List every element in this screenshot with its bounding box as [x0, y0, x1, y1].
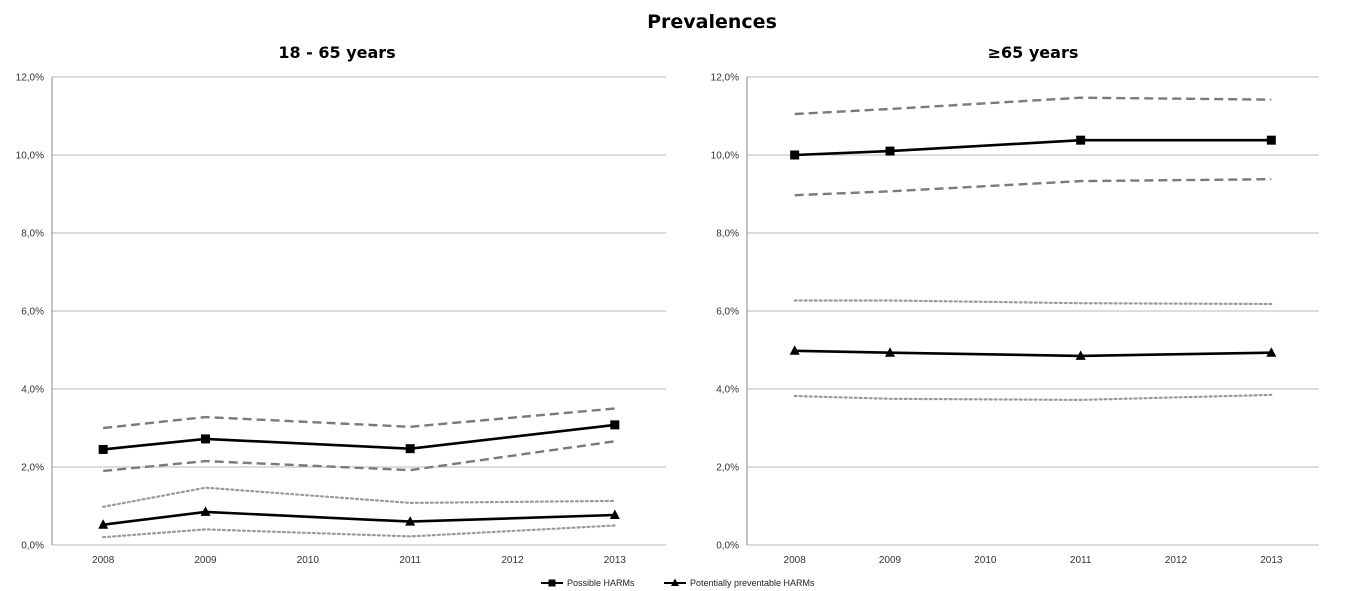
- x-tick-label: 2013: [1260, 555, 1283, 566]
- ci-line-ci-lower-possible: [103, 440, 615, 473]
- x-tick-label: 2010: [974, 555, 997, 566]
- legend-marker-triangle: [671, 578, 679, 586]
- data-point-preventable-harms: [609, 509, 620, 519]
- y-tick-label: 2,0%: [21, 463, 44, 474]
- x-tick-label: 2008: [784, 555, 807, 566]
- ci-line-ci-lower-preventable: [793, 393, 1273, 402]
- y-tick-label: 4,0%: [21, 385, 44, 396]
- y-tick-label: 10,0%: [16, 151, 44, 162]
- series-line-possible-harms: [794, 138, 1272, 157]
- x-tick-label: 2013: [604, 555, 627, 566]
- ci-line-ci-upper-possible: [103, 407, 615, 430]
- panel-2: ≥65 years 0,0% 2,0% 4,0% 6,0% 8,0% 10,0% 12,0% 2…: [711, 43, 1319, 566]
- data-point-preventable-harms: [885, 347, 895, 357]
- data-point-preventable-harms: [789, 345, 800, 355]
- y-tick-label: 0,0%: [716, 541, 739, 552]
- ci-line-ci-lower-preventable: [102, 524, 616, 539]
- data-point-preventable-harms: [405, 516, 416, 526]
- chart-title: Prevalences: [647, 11, 777, 33]
- ci-line-ci-upper-preventable: [793, 299, 1273, 306]
- y-tick-label: 0,0%: [21, 541, 44, 552]
- x-tick-label: 2011: [399, 555, 421, 566]
- x-tick-label: 2009: [879, 555, 902, 566]
- series-line-possible-harms: [103, 423, 615, 451]
- ci-line-ci-upper-preventable: [102, 486, 616, 508]
- ci-line-ci-upper-possible: [794, 96, 1272, 116]
- legend-marker-square: [548, 579, 556, 587]
- data-point-possible-harms: [405, 444, 415, 454]
- x-tick-label: 2012: [501, 555, 524, 566]
- data-point-possible-harms: [610, 420, 620, 430]
- x-tick-label: 2009: [194, 555, 217, 566]
- data-point-possible-harms: [885, 146, 895, 156]
- series-line-preventable-harms: [103, 510, 615, 526]
- x-tick-label: 2008: [92, 555, 115, 566]
- y-tick-label: 10,0%: [711, 151, 739, 162]
- y-tick-label: 8,0%: [716, 229, 739, 240]
- legend-label: Potentially preventable HARMs: [690, 578, 815, 588]
- data-point-preventable-harms: [1075, 350, 1086, 360]
- data-point-possible-harms: [201, 434, 210, 444]
- data-point-possible-harms: [790, 150, 800, 160]
- y-tick-label: 12,0%: [16, 73, 44, 84]
- panel-subtitle: ≥65 years: [988, 43, 1079, 62]
- data-point-possible-harms: [1076, 135, 1086, 145]
- data-point-possible-harms: [1266, 135, 1276, 145]
- legend-label: Possible HARMs: [567, 578, 635, 588]
- x-tick-label: 2011: [1070, 555, 1092, 566]
- x-tick-label: 2012: [1165, 555, 1188, 566]
- series-line-preventable-harms: [794, 349, 1272, 358]
- y-tick-label: 6,0%: [21, 307, 44, 318]
- data-point-preventable-harms: [1266, 347, 1277, 357]
- legend: Possible HARMs Potentially preventable HA…: [541, 578, 815, 588]
- data-point-possible-harms: [98, 444, 108, 454]
- y-tick-label: 8,0%: [21, 229, 44, 240]
- panel-1: 18 - 65 years 0,0% 2,0% 4,0% 6,0% 8,0% 10,0% 12…: [16, 43, 666, 566]
- y-tick-label: 12,0%: [711, 73, 739, 84]
- y-tick-label: 4,0%: [716, 385, 739, 396]
- y-tick-label: 2,0%: [716, 463, 739, 474]
- data-point-preventable-harms: [98, 519, 109, 529]
- y-tick-label: 6,0%: [716, 307, 739, 318]
- data-point-preventable-harms: [200, 506, 211, 516]
- panel-subtitle: 18 - 65 years: [278, 43, 395, 62]
- x-tick-label: 2010: [297, 555, 320, 566]
- ci-line-ci-lower-possible: [794, 178, 1272, 197]
